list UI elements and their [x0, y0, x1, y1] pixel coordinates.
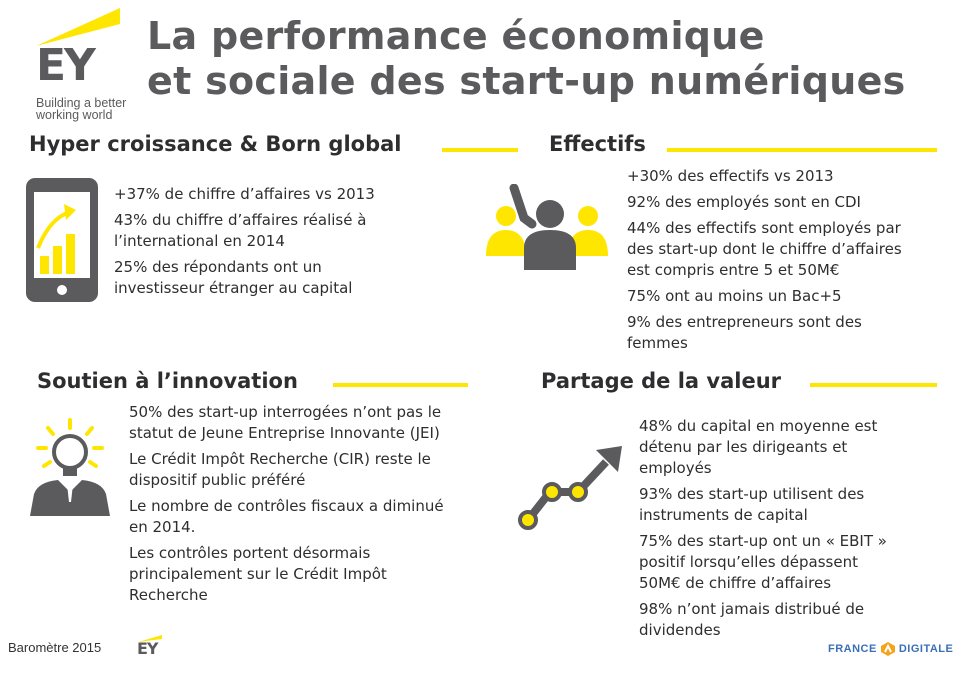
list-item: +37% de chiffre d’affaires vs 2013: [114, 185, 375, 203]
barometre-label: Baromètre 2015: [8, 640, 102, 655]
section-heading-effectifs: Effectifs: [549, 132, 646, 156]
ey-beam-icon: [36, 8, 120, 46]
people-raised-hand-icon: [484, 183, 610, 276]
list-item: 92% des employés sont en CDI: [627, 193, 861, 211]
france-digitale-icon: [880, 642, 895, 656]
france-digitale-logo: FRANCE DIGITALE: [828, 641, 953, 657]
list-item: 9% des entrepreneurs sont des femmes: [627, 313, 862, 352]
section-heading-innovation: Soutien à l’innovation: [37, 369, 298, 393]
lightbulb-person-icon: [28, 418, 112, 522]
innovation-list: 50% des start-up interrogées n’ont pas l…: [129, 402, 519, 611]
fd-word: FRANCE: [828, 643, 877, 655]
heading-underline: [810, 383, 937, 387]
tagline-line: Building a better: [36, 96, 127, 110]
effectifs-list: +30% des effectifs vs 2013 92% des emplo…: [627, 166, 957, 359]
heading-underline: [442, 148, 518, 152]
list-item: Le nombre de contrôles fiscaux a diminué…: [129, 497, 444, 536]
list-item: 98% n’ont jamais distribué de dividendes: [639, 600, 865, 639]
hyper-list: +37% de chiffre d’affaires vs 2013 43% d…: [114, 184, 434, 304]
page-title: La performance économique et sociale des…: [147, 14, 906, 104]
ey-tagline: Building a better working world: [36, 96, 127, 122]
list-item: 43% du chiffre d’affaires réalisé à l’int…: [114, 211, 367, 250]
ey-small-text: EY: [137, 639, 158, 658]
title-line: et sociale des start-up numériques: [147, 59, 906, 103]
title-line: La performance économique: [147, 14, 765, 58]
list-item: +30% des effectifs vs 2013: [627, 167, 834, 185]
list-item: Le Crédit Impôt Recherche (CIR) reste le…: [129, 450, 431, 489]
ey-small-logo: EY: [136, 634, 166, 658]
smartphone-growth-chart-icon: [26, 178, 98, 306]
list-item: Les contrôles portent désormais principal…: [129, 544, 387, 604]
fd-word: DIGITALE: [898, 643, 954, 655]
list-item: 48% du capital en moyenne est détenu par …: [639, 417, 878, 477]
section-heading-hyper: Hyper croissance & Born global: [29, 132, 402, 156]
rising-arrow-icon: [518, 444, 626, 536]
list-item: 25% des répondants ont un investisseur ét…: [114, 258, 353, 297]
ey-logo-text: EY: [36, 40, 96, 91]
list-item: 44% des effectifs sont employés par des s…: [627, 219, 902, 279]
partage-list: 48% du capital en moyenne est détenu par …: [639, 416, 949, 646]
tagline-line: working world: [36, 108, 113, 122]
list-item: 93% des start-up utilisent des instrument…: [639, 485, 865, 524]
list-item: 75% des start-up ont un « EBIT » positif …: [639, 532, 887, 592]
ey-small-beam-icon: [138, 635, 162, 642]
ey-logo: EY: [34, 6, 134, 94]
section-heading-partage: Partage de la valeur: [541, 369, 782, 393]
heading-underline: [333, 383, 468, 387]
footer-barometre: Baromètre 2015: [8, 640, 101, 655]
list-item: 50% des start-up interrogées n’ont pas l…: [129, 403, 442, 442]
list-item: 75% ont au moins un Bac+5: [627, 287, 842, 305]
heading-underline: [667, 148, 937, 152]
